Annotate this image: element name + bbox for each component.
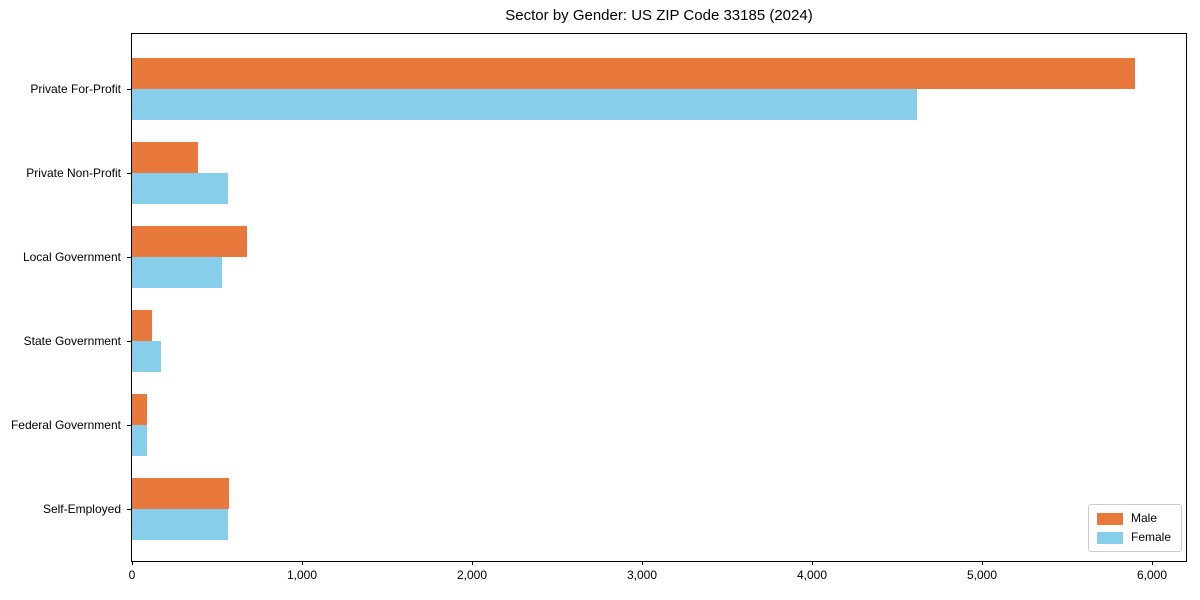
y-axis-category-label: Self-Employed (42, 502, 121, 516)
y-tick-mark (127, 509, 131, 510)
x-tick-mark (471, 561, 473, 565)
x-tick-mark (1151, 561, 1153, 565)
y-tick-mark (127, 341, 131, 342)
plot-area: Male Female Private For-Profit Private No… (11, 33, 1187, 582)
legend-item-male: Male (1096, 511, 1171, 525)
bar-male-4 (132, 310, 152, 341)
bar-male-3 (132, 226, 247, 257)
x-tick-mark (641, 561, 643, 565)
y-tick-mark (127, 257, 131, 258)
bar-male-2 (132, 142, 199, 173)
x-tick-mark (981, 561, 983, 565)
bar-female-3 (132, 257, 223, 288)
bar-female-5 (132, 425, 147, 456)
y-axis-category-label: State Government (23, 334, 121, 348)
bar-female-4 (132, 341, 161, 372)
x-tick-label: 1,000 (286, 568, 318, 582)
bar-male-5 (132, 394, 148, 425)
bar-female-1 (132, 89, 918, 120)
x-tick-label: 5,000 (966, 568, 998, 582)
bar-female-6 (132, 509, 228, 540)
x-tick-label: 0 (128, 568, 136, 582)
y-tick-mark (127, 173, 131, 174)
x-tick-mark (301, 561, 303, 565)
legend-item-female: Female (1096, 530, 1171, 544)
y-tick-mark (127, 425, 131, 426)
x-tick-mark (131, 561, 133, 565)
chart-title: Sector by Gender: US ZIP Code 33185 (202… (505, 7, 813, 24)
y-axis-category-label: Federal Government (10, 418, 121, 432)
legend-label-male: Male (1130, 511, 1157, 525)
x-tick-mark (811, 561, 813, 565)
x-tick-label: 2,000 (456, 568, 488, 582)
male-series-swatch (1096, 512, 1123, 525)
x-tick-label: 3,000 (626, 568, 658, 582)
x-tick-label: 6,000 (1136, 568, 1168, 582)
bar-male-1 (132, 58, 1135, 89)
x-tick-label: 4,000 (796, 568, 828, 582)
y-axis-category-label: Local Government (22, 250, 121, 264)
y-axis-category-label: Private For-Profit (30, 82, 121, 96)
female-series-swatch (1096, 531, 1123, 544)
legend: Male Female (1087, 504, 1182, 552)
y-axis-category-label: Private Non-Profit (26, 166, 121, 180)
bar-female-2 (132, 173, 228, 204)
legend-label-female: Female (1130, 530, 1171, 544)
bar-male-6 (132, 478, 229, 509)
y-tick-mark (127, 89, 131, 90)
